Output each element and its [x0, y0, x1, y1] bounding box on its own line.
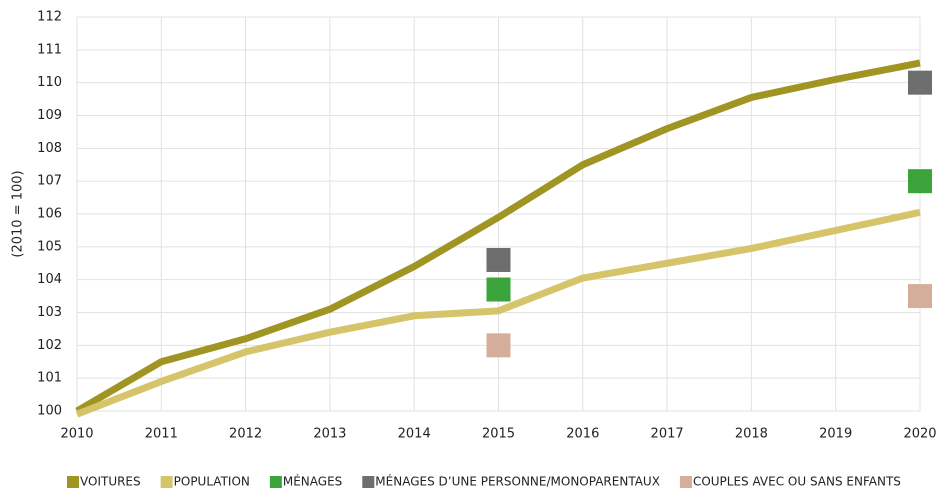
- y-tick-label: 102: [37, 338, 62, 353]
- legend: VOITURES POPULATION MÉNAGES MÉNAGES D’UNE P…: [67, 474, 901, 489]
- legend-label: POPULATION: [174, 475, 250, 489]
- y-tick-label: 107: [37, 174, 62, 189]
- marker: [908, 284, 932, 309]
- legend-label: COUPLES AVEC OU SANS ENFANTS: [693, 475, 901, 489]
- y-tick-label: 112: [37, 10, 62, 25]
- x-tick-label: 2019: [819, 427, 852, 442]
- series-line: [75, 208, 921, 418]
- y-tick-label: 110: [37, 75, 62, 90]
- y-tick-label: 111: [37, 42, 62, 57]
- x-tick-label: 2013: [313, 427, 346, 442]
- marker: [486, 333, 511, 358]
- y-tick-label: 108: [37, 141, 62, 156]
- x-tick-label: 2010: [60, 427, 93, 442]
- x-tick-label: 2011: [145, 427, 178, 442]
- y-tick-label: 100: [37, 404, 62, 419]
- marker: [486, 277, 511, 302]
- legend-label: MÉNAGES: [283, 474, 342, 489]
- legend-swatch: [269, 476, 282, 488]
- x-tick-label: 2012: [229, 427, 262, 442]
- legend-swatch: [160, 476, 173, 488]
- y-tick-label: 105: [37, 239, 62, 254]
- y-tick-label: 106: [37, 207, 62, 222]
- x-tick-label: 2017: [651, 427, 684, 442]
- legend-label: MÉNAGES D’UNE PERSONNE/MONOPARENTAUX: [375, 474, 660, 489]
- marker: [908, 70, 932, 95]
- y-axis-label: (2010 = 100): [11, 170, 26, 257]
- y-tick-label: 103: [37, 305, 62, 320]
- legend-swatch: [67, 476, 79, 488]
- series-line: [75, 59, 921, 415]
- marker: [486, 247, 511, 272]
- x-tick-label: 2018: [735, 427, 768, 442]
- y-tick-label: 101: [37, 371, 62, 386]
- legend-swatch: [679, 476, 692, 488]
- legend-label: VOITURES: [80, 475, 141, 489]
- x-tick-label: 2020: [903, 427, 936, 442]
- x-tick-label: 2016: [566, 427, 599, 442]
- marker: [908, 169, 932, 194]
- legend-swatch: [362, 476, 375, 488]
- x-tick-label: 2014: [398, 427, 431, 442]
- x-tick-label: 2015: [482, 427, 515, 442]
- y-tick-label: 109: [37, 108, 62, 123]
- y-tick-label: 104: [37, 272, 62, 287]
